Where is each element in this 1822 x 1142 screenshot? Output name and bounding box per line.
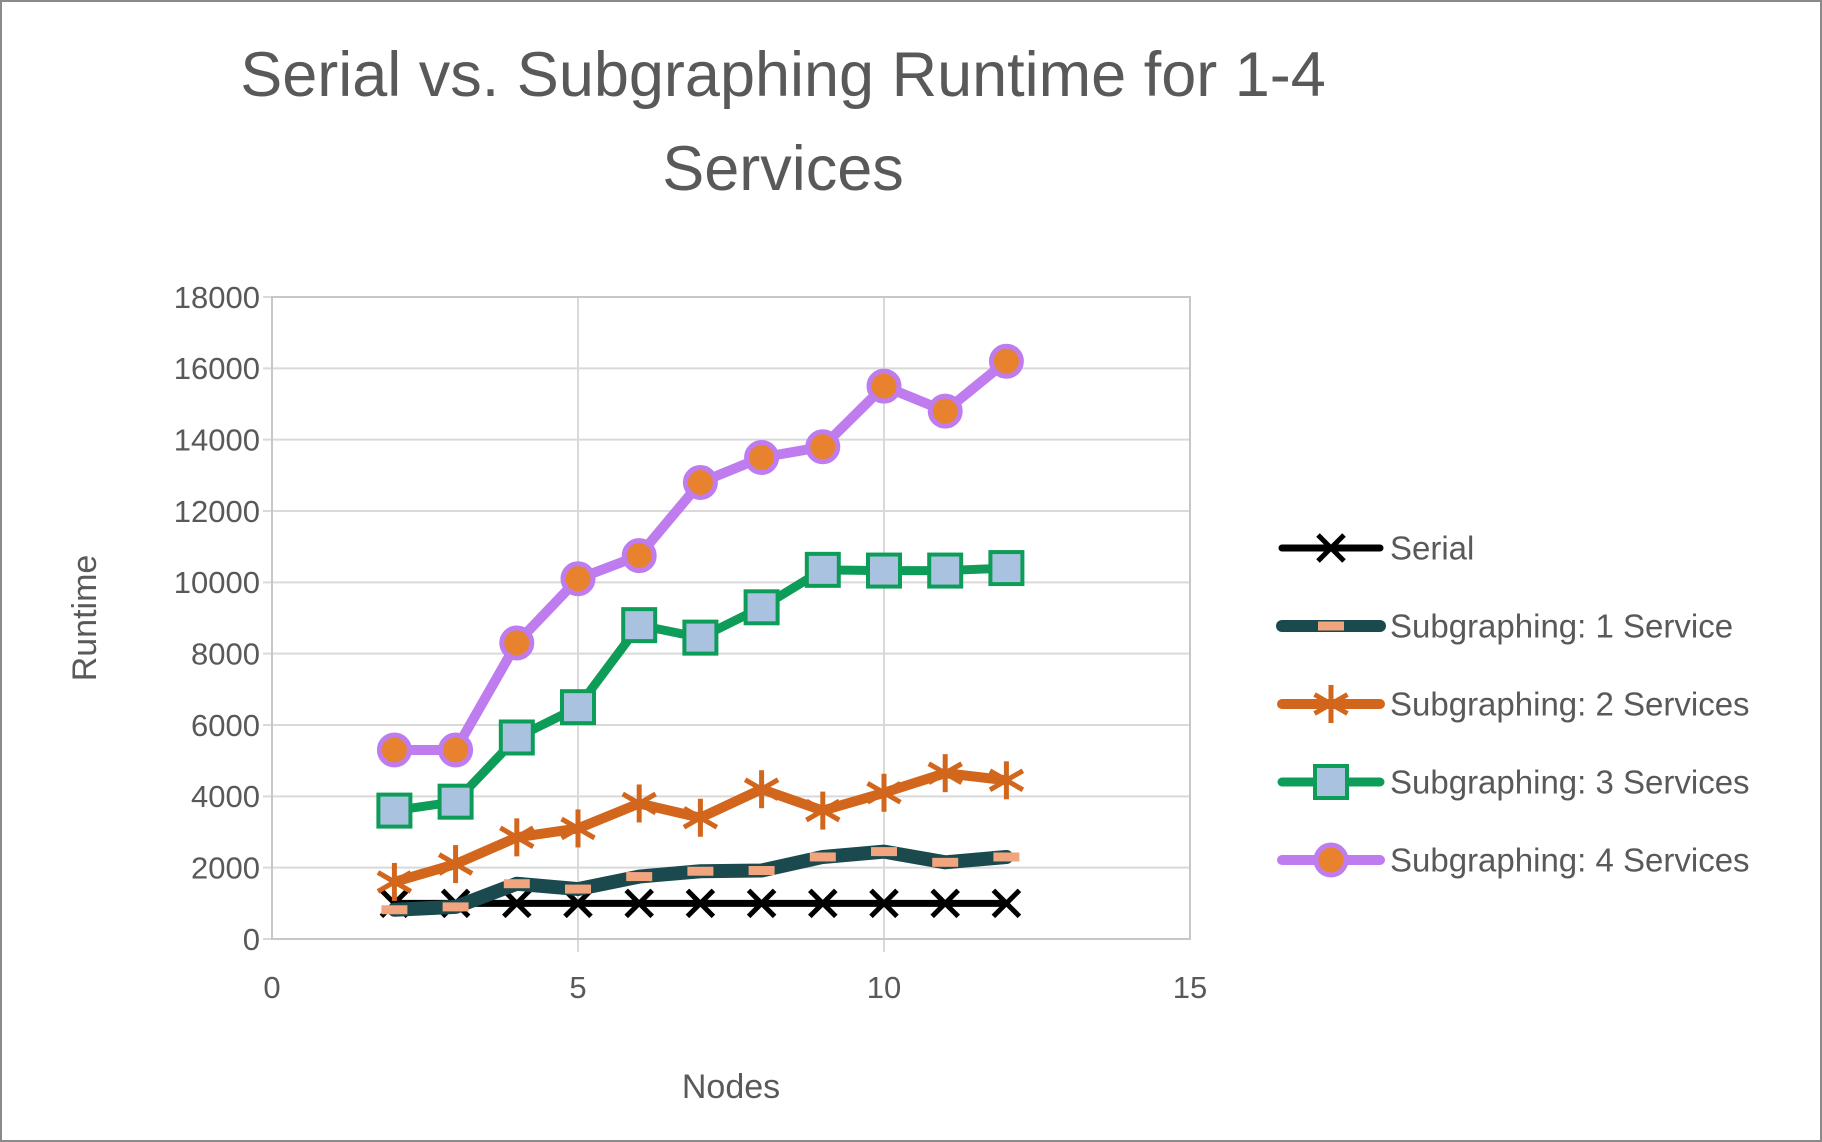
legend-item-subgraphing-1-service: Subgraphing: 1 Service	[1276, 608, 1733, 645]
dash-marker	[687, 866, 714, 876]
x-marker	[991, 888, 1022, 919]
legend-label: Subgraphing: 2 Services	[1390, 686, 1750, 723]
y-tick-label: 18000	[174, 280, 260, 315]
chart-title-line-2: Services	[662, 134, 904, 204]
asterisk-marker	[927, 761, 963, 785]
y-tick-label: 2000	[191, 851, 260, 886]
dash-marker	[626, 872, 653, 882]
square-marker	[560, 689, 596, 726]
y-tick-label: 8000	[191, 637, 260, 672]
dash-marker	[871, 847, 897, 857]
series-subgraphing-2-services	[376, 754, 1025, 901]
legend-item-subgraphing-3-services: Subgraphing: 3 Services	[1277, 764, 1750, 801]
dash-marker	[1318, 621, 1344, 631]
legend-item-subgraphing-2-services: Subgraphing: 2 Services	[1277, 685, 1750, 723]
square-marker	[927, 552, 964, 589]
asterisk-marker	[560, 816, 596, 841]
dash-marker	[381, 905, 408, 915]
legend-label: Serial	[1390, 530, 1474, 567]
asterisk-marker	[621, 791, 657, 816]
asterisk-marker	[1313, 692, 1349, 716]
x-marker	[502, 888, 532, 919]
circle-marker	[560, 561, 596, 597]
asterisk-marker	[805, 798, 841, 823]
x-axis-title: Nodes	[681, 1068, 781, 1106]
circle-marker	[499, 625, 535, 661]
y-tick-label: 0	[243, 922, 260, 957]
y-tick-label: 16000	[174, 351, 260, 386]
axis-tick-labels: 0 2000 4000 6000 8000 10000 12000 14000 16000 180…	[174, 280, 1207, 1005]
x-marker	[1316, 533, 1346, 563]
y-tick-label: 10000	[174, 565, 260, 600]
dash-marker	[503, 879, 530, 889]
x-marker	[930, 888, 960, 919]
y-tick-label: 12000	[174, 494, 260, 529]
dash-marker	[993, 852, 1020, 862]
x-marker	[563, 888, 593, 919]
square-marker	[804, 551, 841, 588]
circle-marker	[621, 538, 657, 574]
x-tick-label: 0	[263, 970, 280, 1005]
square-marker	[988, 550, 1025, 587]
asterisk-marker	[376, 870, 413, 894]
dash-marker	[565, 884, 591, 894]
circle-marker	[376, 732, 412, 768]
y-tick-label: 6000	[191, 708, 260, 743]
legend-label: Subgraphing: 1 Service	[1390, 608, 1733, 645]
circle-marker	[1313, 842, 1349, 878]
x-marker	[685, 888, 716, 919]
y-tick-label: 14000	[174, 423, 260, 458]
asterisk-marker	[682, 806, 719, 830]
square-marker	[682, 619, 719, 656]
square-marker	[621, 607, 658, 644]
asterisk-marker	[499, 825, 535, 850]
legend-label: Subgraphing: 3 Services	[1390, 764, 1750, 801]
asterisk-marker	[743, 777, 780, 801]
asterisk-marker	[866, 781, 902, 805]
legend-label: Subgraphing: 4 Services	[1390, 842, 1750, 879]
legend: Serial Subgraphing: 1 Service Subgraphing:…	[1276, 530, 1750, 879]
x-marker	[746, 888, 777, 919]
circle-marker	[805, 429, 841, 465]
dash-marker	[932, 857, 959, 867]
series-line	[389, 356, 1012, 755]
series-subgraphing-3-services	[376, 550, 1025, 829]
legend-item-subgraphing-4-services: Subgraphing: 4 Services	[1277, 842, 1750, 879]
dash-marker	[442, 902, 469, 912]
square-marker	[437, 783, 474, 820]
x-tick-label: 10	[867, 970, 901, 1005]
circle-marker	[682, 464, 718, 500]
chart-title-line-1: Serial vs. Subgraphing Runtime for 1-4	[240, 40, 1326, 110]
circle-marker	[988, 343, 1024, 379]
circle-marker	[866, 368, 902, 404]
x-tick-label: 5	[569, 970, 586, 1005]
series-layer	[376, 343, 1025, 919]
circle-marker	[744, 440, 780, 475]
plot-border	[271, 296, 1191, 940]
square-marker	[376, 792, 413, 829]
square-marker	[743, 589, 780, 626]
circle-marker	[927, 393, 963, 429]
circle-marker	[438, 732, 474, 768]
x-marker	[808, 888, 838, 919]
grid-layer	[263, 296, 1191, 952]
series-subgraphing-4-services	[376, 343, 1024, 768]
chart-title: Serial vs. Subgraphing Runtime for 1-4 S…	[2, 28, 1564, 216]
square-marker	[498, 719, 535, 756]
y-tick-label: 4000	[191, 779, 260, 814]
asterisk-marker	[988, 768, 1025, 792]
square-marker	[866, 552, 902, 589]
square-marker	[1313, 764, 1349, 800]
x-marker	[869, 888, 899, 919]
x-tick-label: 15	[1173, 970, 1207, 1005]
dash-marker	[748, 866, 775, 876]
dash-marker	[809, 852, 836, 862]
legend-item-serial: Serial	[1278, 530, 1474, 567]
asterisk-marker	[437, 852, 474, 876]
x-marker	[624, 888, 654, 919]
series-subgraphing-1-service	[381, 844, 1020, 917]
